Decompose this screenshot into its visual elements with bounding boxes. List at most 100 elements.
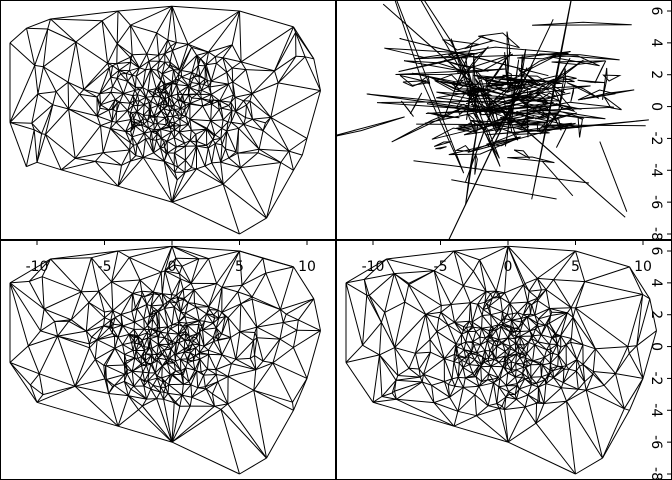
mesh-edge [231,61,242,69]
mesh-edge [386,258,435,272]
mesh-edge [143,315,150,320]
mesh-edge [195,306,200,321]
segment-triangle [554,88,576,113]
mesh-edge [206,120,212,129]
mesh-edge [180,278,192,284]
mesh-edge [488,297,493,307]
mesh-edge [220,157,230,163]
mesh-edge [208,250,240,260]
mesh-edge [180,351,185,360]
mesh-edge [228,157,241,168]
mesh-edge [163,108,168,116]
mesh-edge [533,334,542,337]
mesh-edge [488,366,492,374]
mesh-edge [138,409,173,443]
mesh-edge [184,140,191,147]
mesh-edge [575,370,579,390]
mesh-edge [139,89,147,98]
mesh-edge [237,128,240,154]
mesh-edge [129,54,133,58]
mesh-edge [184,316,200,322]
mesh-edge [471,321,482,329]
mesh-edge [99,77,112,94]
mesh-edge [9,65,36,123]
mesh-edge [453,361,459,378]
segment-triangle [603,96,622,111]
mesh-edge [163,393,169,400]
mesh-edge [143,385,147,400]
mesh-edge [266,162,282,219]
mesh-edge [362,344,380,356]
mesh-edge [57,335,90,349]
mesh-edge [28,258,51,282]
segment-triangle [506,31,511,78]
mesh-edge [110,121,117,129]
mesh-edge [159,331,166,338]
mesh-edge [546,324,553,338]
mesh-edge [199,352,209,355]
mesh-edge [127,104,134,111]
mesh-edge [534,344,547,351]
mesh-edge [144,131,152,134]
segment-triangle [526,101,529,138]
mesh-edge [272,362,293,403]
mesh-edge [368,295,386,313]
mesh-edge [147,380,154,386]
mesh-edge [156,32,169,41]
mesh-edge [141,365,144,373]
mesh-edge [163,399,173,443]
mesh-edge [239,10,242,62]
mesh-edge [173,362,177,372]
mesh-edge [147,120,155,125]
mesh-edge [105,379,110,394]
segment-triangle [426,103,501,114]
mesh-edge [145,68,151,71]
mesh-edge [345,282,363,346]
mesh-edge [9,93,39,123]
mesh-edge [508,385,518,393]
mesh-edge [147,68,152,91]
mesh-edge [161,270,166,294]
mesh-edge [151,360,158,364]
mesh-edge [496,386,500,404]
mesh-edge [180,104,186,109]
mesh-edge [487,379,494,384]
mesh-edge [502,325,511,329]
mesh-edge [107,43,118,64]
mesh-edge [143,328,148,334]
mesh-edge [185,159,192,168]
mesh-edge [462,367,466,379]
mesh-edge [117,245,173,252]
mesh-edge [178,337,181,343]
mesh-edge [143,304,148,319]
mesh-edge [458,356,462,361]
mesh-edge [130,388,147,400]
mesh-edge [629,378,644,411]
mesh-edge [30,373,40,386]
mesh-edge [40,321,55,332]
mesh-edge [67,82,70,110]
mesh-edge [203,368,208,376]
mesh-edge [447,324,462,335]
mesh-edge [119,101,129,111]
mesh-edge [141,290,154,293]
mesh-edge [568,368,577,372]
mesh-edge [490,314,492,327]
mesh-edge [531,384,539,388]
mesh-edge [196,93,202,100]
mesh-edge [443,358,453,380]
mesh-edge [187,356,194,361]
mesh-edge [521,321,524,324]
mesh-edge [230,94,234,103]
mesh-edge [227,389,255,405]
mesh-edge [97,335,115,341]
mesh-edge [518,388,529,396]
mesh-edge [507,337,516,344]
mesh-edge [172,42,177,51]
mesh-edge [187,119,191,125]
mesh-edge [531,300,538,306]
mesh-edge [116,77,128,82]
mesh-edge [507,333,512,339]
mesh-edge [197,58,202,66]
segment-triangle [489,123,550,135]
